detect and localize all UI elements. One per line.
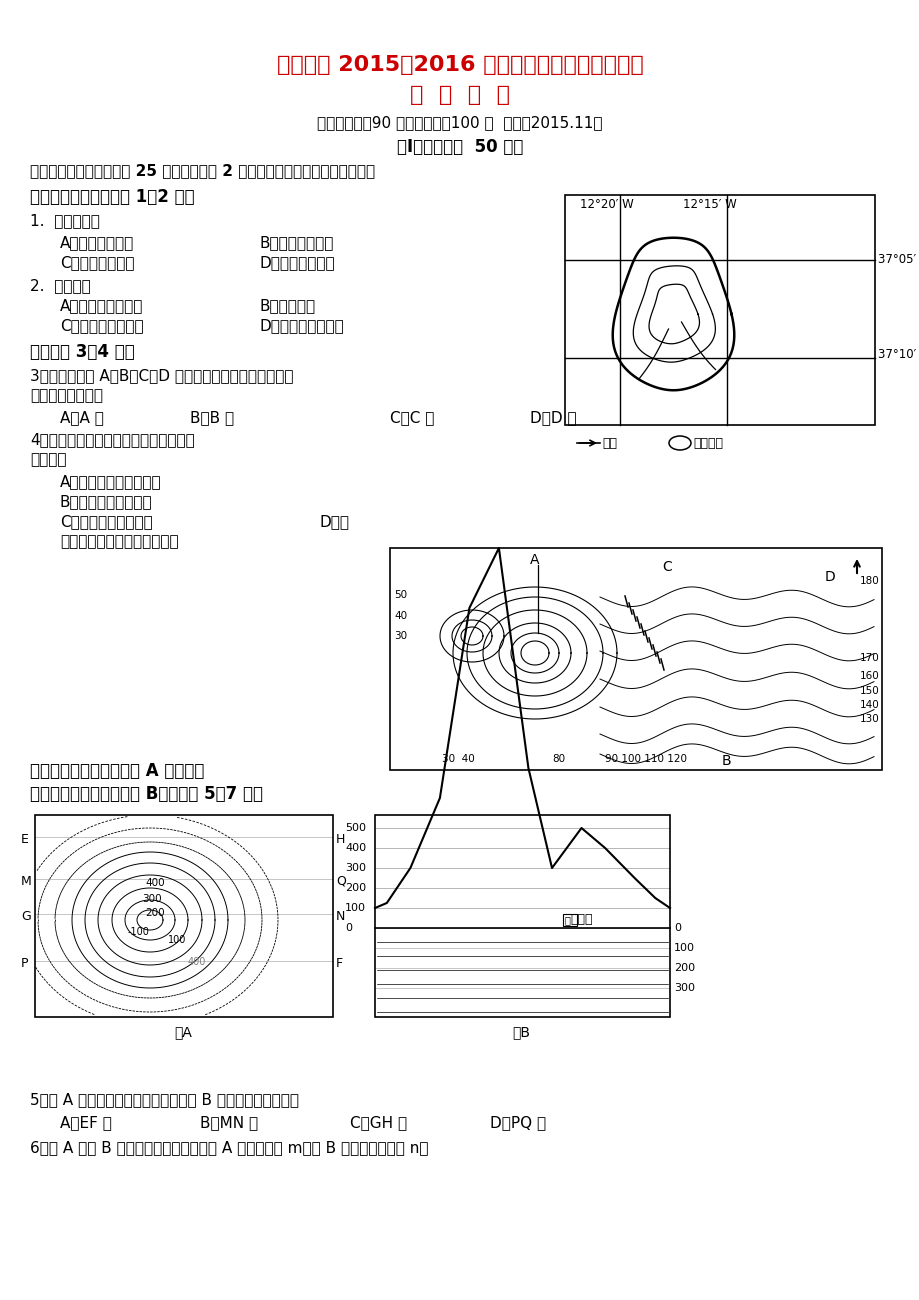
Text: 6．图 A 与图 B 的水平宽度相同。如果图 A 的比例尺为 m，图 B 的水平比例尺为 n，: 6．图 A 与图 B 的水平宽度相同。如果图 A 的比例尺为 m，图 B 的水平…: [30, 1140, 428, 1154]
Text: C．C 处: C．C 处: [390, 410, 434, 425]
Text: F: F: [335, 957, 343, 970]
Text: H: H: [335, 833, 345, 846]
Text: 90 100 110 120: 90 100 110 120: [605, 754, 686, 764]
Text: 12°15′ W: 12°15′ W: [682, 198, 736, 211]
Text: A: A: [529, 552, 539, 567]
Text: A．北半球东半球: A．北半球东半球: [60, 235, 134, 250]
Text: 300: 300: [345, 863, 366, 874]
Text: 一、单项选择题（本题有 25 小题，每小题 2 分。请把正确答案涂到答题卡上）: 一、单项选择题（本题有 25 小题，每小题 2 分。请把正确答案涂到答题卡上）: [30, 162, 375, 178]
Text: 30  40: 30 40: [441, 754, 474, 764]
Text: B．MN 线: B．MN 线: [199, 1115, 258, 1130]
Text: D．D 处: D．D 处: [529, 410, 576, 425]
Text: 170: 170: [859, 653, 879, 663]
Text: D．东南高，西北低: D．东南高，西北低: [260, 318, 345, 333]
Text: Q: Q: [335, 875, 346, 888]
Text: 100: 100: [168, 935, 187, 945]
Text: 130: 130: [859, 714, 879, 724]
Text: 100: 100: [674, 942, 694, 953]
Text: D．PQ 线: D．PQ 线: [490, 1115, 546, 1130]
Text: 12°20′ W: 12°20′ W: [579, 198, 633, 211]
Text: 河流: 河流: [601, 437, 617, 450]
Text: 400: 400: [145, 878, 165, 888]
Text: 400: 400: [187, 957, 206, 967]
Text: 崖顶和崖底架索道看瀑布全貌: 崖顶和崖底架索道看瀑布全貌: [60, 534, 178, 549]
Text: B．B 处: B．B 处: [190, 410, 233, 425]
Text: 200: 200: [674, 963, 695, 972]
Text: C．南半球东半球: C．南半球东半球: [60, 255, 134, 270]
Text: 望点，最合适的是: 望点，最合适的是: [30, 387, 103, 403]
Text: 50: 50: [393, 590, 407, 601]
Text: M: M: [21, 875, 32, 888]
Text: 5．图 A 中四条剖面线中地势变化与图 B 地形剖面相吻合的是: 5．图 A 中四条剖面线中地势变化与图 B 地形剖面相吻合的是: [30, 1092, 299, 1108]
Text: D．在: D．在: [320, 514, 349, 529]
Text: 1.  该岛屿位于: 1. 该岛屿位于: [30, 213, 100, 228]
Text: 140: 140: [859, 699, 879, 710]
Text: 图B: 图B: [512, 1024, 529, 1039]
Bar: [375, 815, 669, 1017]
Text: C．在崖顶看云海日出: C．在崖顶看云海日出: [60, 514, 153, 529]
Text: A．在崖顶设立惊险蹦极: A．在崖顶设立惊险蹦极: [60, 474, 162, 489]
Text: 500: 500: [345, 823, 366, 833]
Text: 37°05′ S: 37°05′ S: [877, 254, 919, 266]
Text: A．中间高，四周低: A．中间高，四周低: [60, 298, 143, 313]
Text: A．EF 线: A．EF 线: [60, 1115, 112, 1130]
Text: 环岛公路: 环岛公路: [692, 437, 722, 450]
Text: D．南半球西半球: D．南半球西半球: [260, 255, 335, 270]
Text: D: D: [824, 569, 834, 584]
Text: 400: 400: [345, 842, 366, 853]
Text: B．十分平坦: B．十分平坦: [260, 298, 316, 313]
Text: 80: 80: [551, 754, 564, 764]
Text: 160: 160: [859, 671, 879, 681]
Text: 200: 200: [345, 883, 366, 893]
Text: 200: 200: [145, 907, 165, 918]
Text: 深线）及地形剖面图（图 B），判断 5～7 题。: 深线）及地形剖面图（图 B），判断 5～7 题。: [30, 785, 263, 803]
Text: （考试时间：90 分钟；满分：100 分  时间：2015.11）: （考试时间：90 分钟；满分：100 分 时间：2015.11）: [317, 114, 602, 130]
Text: 40: 40: [393, 611, 407, 621]
Bar: [35, 815, 333, 1017]
Text: 150: 150: [859, 686, 879, 696]
Text: 300: 300: [674, 983, 694, 993]
Text: B．在崖底看飞流瀑布: B．在崖底看飞流瀑布: [60, 494, 153, 510]
Text: B．北半球西半球: B．北半球西半球: [260, 235, 334, 250]
Text: 2.  该岛地势: 2. 该岛地势: [30, 278, 91, 292]
Text: C: C: [662, 560, 671, 575]
Text: 100: 100: [345, 903, 366, 913]
Bar: [390, 549, 881, 770]
Ellipse shape: [668, 436, 690, 450]
Text: G: G: [21, 910, 30, 923]
Text: 0: 0: [674, 923, 680, 933]
Text: 海平面: 海平面: [570, 913, 592, 926]
Text: 300: 300: [142, 894, 162, 904]
Text: B: B: [721, 754, 731, 768]
Text: 合适的是: 合适的是: [30, 452, 66, 467]
Text: 读图完成 3～4 题。: 读图完成 3～4 题。: [30, 343, 134, 361]
Text: N: N: [335, 910, 345, 923]
Text: 180: 180: [859, 576, 879, 586]
Text: 4．若在图中断崖处设立一个旅游景点，: 4．若在图中断崖处设立一个旅游景点，: [30, 432, 195, 447]
Text: 田: 田: [564, 915, 571, 926]
Text: A．A 处: A．A 处: [60, 410, 104, 425]
Text: C．GH 线: C．GH 线: [349, 1115, 407, 1130]
Bar: [564, 195, 874, 425]
Text: 0: 0: [345, 923, 352, 933]
Text: 第Ⅰ卷（选择题  50 分）: 第Ⅰ卷（选择题 50 分）: [396, 138, 523, 156]
Text: 37°10′ S: 37°10′ S: [877, 348, 919, 361]
Text: C．中间低，四周高: C．中间低，四周高: [60, 318, 143, 333]
Text: 3．若要在图中 A、B、C、D 四处中选一处设立森林火情瞭: 3．若要在图中 A、B、C、D 四处中选一处设立森林火情瞭: [30, 368, 293, 384]
Text: 30: 30: [393, 630, 407, 641]
Text: P: P: [21, 957, 28, 970]
Text: E: E: [21, 833, 28, 846]
Text: 地  理  试  题: 地 理 试 题: [410, 84, 509, 105]
Text: 图A: 图A: [174, 1024, 192, 1039]
Text: 读某地等高线地形图（图 A 虚线为等: 读某地等高线地形图（图 A 虚线为等: [30, 762, 204, 780]
Text: -100: -100: [128, 927, 150, 937]
Bar: [562, 914, 576, 926]
Text: 厦门六中 2015～2016 学年高二第一学期期中考试: 厦门六中 2015～2016 学年高二第一学期期中考试: [277, 55, 642, 75]
Text: 读某岛屿示意图，完成 1～2 题。: 读某岛屿示意图，完成 1～2 题。: [30, 188, 195, 205]
